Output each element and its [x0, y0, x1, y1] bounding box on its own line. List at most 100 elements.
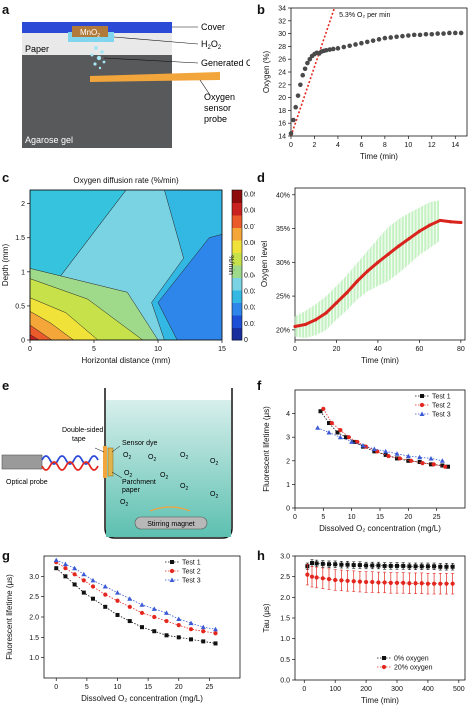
- data-point: [407, 581, 412, 586]
- red-emission-wave: [41, 461, 99, 471]
- y-axis-label: Oxygen level: [260, 241, 269, 287]
- data-point: [431, 581, 437, 586]
- data-point: [395, 456, 399, 461]
- data-point: [352, 439, 357, 444]
- x-tick-label: 300: [391, 686, 403, 693]
- data-point: [441, 31, 446, 36]
- y-axis-label: Tau (μs): [262, 603, 271, 632]
- y-tick-label: 1.5: [280, 616, 290, 623]
- data-point: [333, 562, 338, 567]
- data-point: [411, 32, 417, 38]
- data-point: [444, 564, 449, 569]
- o2-molecule: O2: [210, 491, 218, 500]
- data-point: [428, 223, 432, 227]
- oxygen-bubbles: [90, 46, 106, 70]
- data-point: [370, 38, 376, 43]
- colorbar-segment: [232, 240, 242, 253]
- data-point: [115, 612, 120, 617]
- data-point: [346, 435, 351, 440]
- y-tick-label: 34: [278, 6, 286, 13]
- data-point: [81, 571, 87, 577]
- data-point: [72, 565, 78, 571]
- x-tick-label: 10: [348, 514, 356, 521]
- series-line: [317, 427, 443, 462]
- y-tick-label: 14: [278, 134, 286, 141]
- y-tick-label: 2: [286, 458, 290, 465]
- oxygen-probe: [90, 72, 220, 82]
- x-axis-label: Time (min): [361, 356, 399, 365]
- colorbar-tick-label: 0.06: [244, 240, 255, 247]
- chart-f: 0 5 10 15 20 25 0 1 2 3 4 Dissolved O₂ concentratio…: [262, 389, 466, 533]
- data-point: [115, 590, 120, 595]
- data-point: [435, 31, 440, 36]
- panel-e-schematic: Double-sided tape Sensor dye Parchment p…: [1, 388, 233, 539]
- x-tick-label: 80: [457, 346, 465, 353]
- o2-molecule: O2: [120, 499, 128, 508]
- data-point: [324, 311, 328, 315]
- data-point: [450, 564, 455, 569]
- data-point: [429, 31, 435, 37]
- y-tick-label: 2.5: [280, 574, 290, 581]
- data-point: [213, 631, 218, 636]
- series-line: [56, 561, 216, 634]
- y-tick-label: 0.5: [280, 657, 290, 664]
- colorbar-segment: [232, 190, 242, 203]
- generated-o2-label: Generated O2: [201, 58, 250, 70]
- x-axis-label: Dissolved O₂ concentration (mg/L): [319, 524, 441, 533]
- series-line: [56, 559, 216, 630]
- data-point: [413, 581, 418, 586]
- y-tick-label: 18: [278, 108, 286, 115]
- data-point: [291, 117, 296, 123]
- legend-label: Test 2: [432, 403, 451, 410]
- data-point: [81, 578, 86, 583]
- data-point: [139, 602, 145, 607]
- colorbar-segment: [232, 265, 242, 278]
- data-point: [425, 564, 430, 569]
- y-tick-label: 3.0: [29, 574, 39, 581]
- optical-probe: [1, 454, 43, 470]
- data-point: [323, 47, 329, 53]
- y-tick-label: 30: [278, 31, 286, 38]
- data-point: [288, 131, 294, 136]
- paper-label: Paper: [25, 44, 49, 54]
- legend-label: Test 2: [182, 569, 201, 576]
- data-point: [335, 430, 340, 435]
- x-tick-label: 0: [302, 686, 306, 693]
- y-tick-label: 1.5: [29, 635, 39, 642]
- data-point: [428, 455, 434, 461]
- data-point: [438, 581, 443, 586]
- y-axis-label: Fluorescent lifetime (μs): [262, 406, 271, 492]
- water-bath: [106, 400, 231, 537]
- data-point: [351, 563, 356, 568]
- plot-frame: [294, 187, 466, 341]
- data-point: [338, 428, 343, 433]
- colorbar-tick-label: 0.09: [244, 192, 255, 199]
- colorbar-tick-label: 0.04: [244, 272, 255, 279]
- panel-a-schematic: MnO2 Cover H2O2 Generated O2 Oxygen sens…: [22, 22, 250, 148]
- legend-label: Test 3: [182, 578, 201, 585]
- colorbar-segment: [232, 202, 242, 216]
- y-tick-label: 1.0: [29, 655, 39, 662]
- data-point: [406, 33, 411, 38]
- data-point: [310, 561, 314, 566]
- o2-molecules: O2 O2 O2 O2 O2 O2 O2 O2 O2: [120, 452, 218, 508]
- data-point: [53, 557, 59, 563]
- data-point: [164, 633, 169, 638]
- legend-label: 20% oxygen: [394, 665, 433, 672]
- colorbar-tick-label: 0.02: [244, 305, 255, 312]
- data-point: [450, 581, 455, 586]
- data-point: [357, 563, 362, 568]
- y-tick-label: 0.5: [15, 303, 25, 310]
- o2-molecule: O2: [123, 452, 131, 461]
- data-point: [394, 451, 400, 456]
- data-point: [326, 429, 332, 435]
- data-point: [345, 578, 350, 583]
- x-tick-label: 2: [313, 142, 317, 149]
- data-point: [327, 47, 333, 52]
- y-tick-label: 25%: [276, 294, 290, 301]
- data-point: [127, 604, 132, 609]
- data-point: [383, 452, 388, 457]
- panel-label-f: f: [257, 378, 262, 393]
- o2-molecule: O2: [148, 454, 156, 463]
